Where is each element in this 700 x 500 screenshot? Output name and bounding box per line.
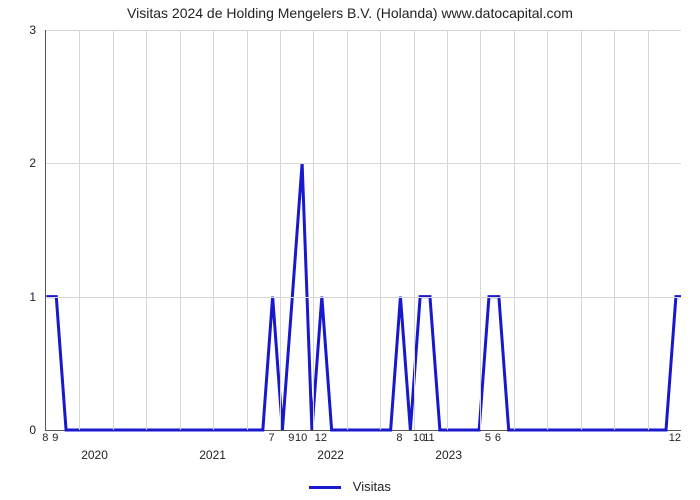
chart-container: Visitas 2024 de Holding Mengelers B.V. (… <box>0 0 700 500</box>
gridline-vertical <box>380 30 381 430</box>
x-tick-minor-label: 12 <box>669 432 681 444</box>
y-axis-labels: 0123 <box>0 30 40 430</box>
x-tick-minor-label: 5 <box>485 432 491 444</box>
legend-line-icon <box>309 486 341 489</box>
gridline-vertical <box>648 30 649 430</box>
gridline-vertical <box>447 30 448 430</box>
y-tick-label: 1 <box>29 290 36 304</box>
gridline-vertical <box>113 30 114 430</box>
x-tick-minor-label: 10 <box>295 432 307 444</box>
x-axis-labels: 897910128101156122020202120222023 <box>45 430 680 470</box>
gridline-vertical <box>514 30 515 430</box>
gridline-vertical <box>313 30 314 430</box>
x-tick-minor-label: 12 <box>315 432 327 444</box>
legend: Visitas <box>0 479 700 494</box>
gridline-vertical <box>480 30 481 430</box>
y-tick-label: 0 <box>29 423 36 437</box>
y-tick-label: 2 <box>29 156 36 170</box>
x-tick-major-label: 2021 <box>199 448 226 462</box>
x-tick-minor-label: 11 <box>423 432 434 444</box>
gridline-vertical <box>213 30 214 430</box>
gridline-vertical <box>347 30 348 430</box>
gridline-vertical <box>180 30 181 430</box>
gridline-horizontal <box>46 30 681 31</box>
y-tick-label: 3 <box>29 23 36 37</box>
gridline-vertical <box>581 30 582 430</box>
gridline-vertical <box>614 30 615 430</box>
legend-label: Visitas <box>353 479 391 494</box>
gridline-vertical <box>79 30 80 430</box>
gridline-vertical <box>280 30 281 430</box>
plot-area <box>45 30 681 431</box>
gridline-vertical <box>547 30 548 430</box>
x-tick-minor-label: 8 <box>42 432 48 444</box>
gridline-horizontal <box>46 163 681 164</box>
gridline-horizontal <box>46 297 681 298</box>
x-tick-major-label: 2022 <box>317 448 344 462</box>
line-chart-svg <box>46 30 681 430</box>
gridline-vertical <box>146 30 147 430</box>
gridline-vertical <box>247 30 248 430</box>
x-tick-minor-label: 6 <box>495 432 501 444</box>
x-tick-minor-label: 9 <box>52 432 58 444</box>
chart-title: Visitas 2024 de Holding Mengelers B.V. (… <box>0 5 700 21</box>
x-tick-minor-label: 7 <box>269 432 275 444</box>
gridline-vertical <box>414 30 415 430</box>
x-tick-minor-label: 8 <box>396 432 402 444</box>
x-tick-major-label: 2020 <box>81 448 108 462</box>
x-tick-major-label: 2023 <box>435 448 462 462</box>
x-tick-minor-label: 9 <box>288 432 294 444</box>
